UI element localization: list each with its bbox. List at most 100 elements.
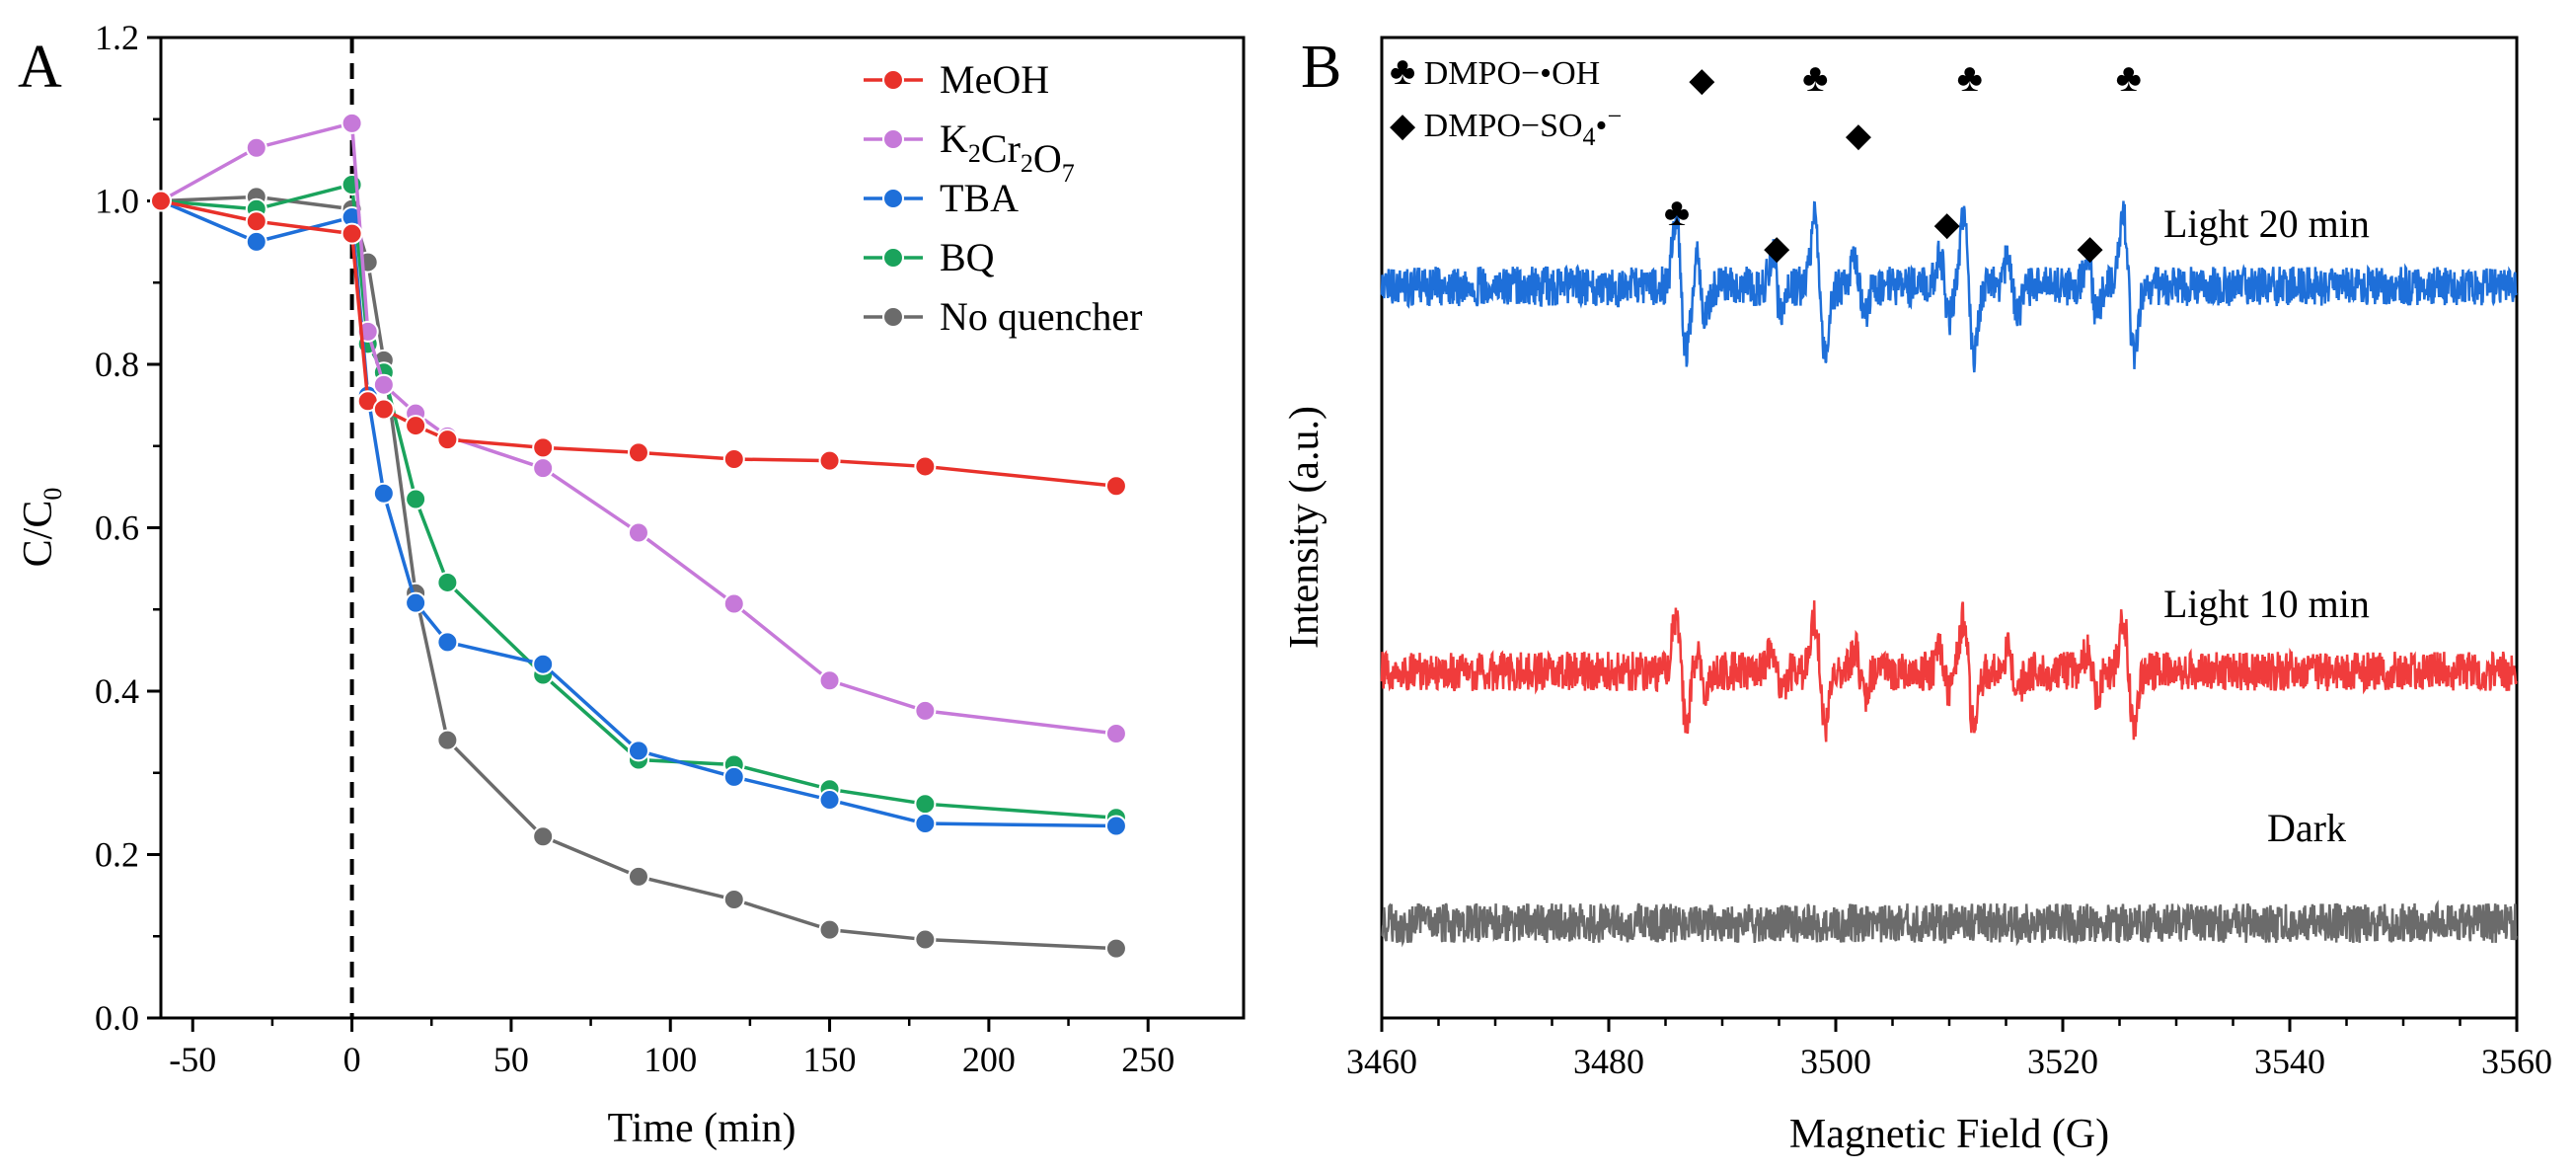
legend-label-part: BQ [940,235,995,279]
data-point-meoh [1104,475,1127,498]
y-tick-label-a: 0.4 [95,671,139,711]
x-tick-label-b: 3560 [2481,1042,2552,1081]
series-group-a [150,38,1127,1018]
legend-label-sub: 7 [1062,159,1075,188]
data-point-meoh [436,429,459,451]
x-tick-label-b: 3520 [2027,1042,2098,1081]
legend-label-part: MeOH [940,57,1049,102]
legend-label: MeOH [940,57,1049,102]
axis-ticks-a: -50 0 50 100 150 200 250 0.0 0.2 0.4 0.6 0.8 1.0 1.2 [95,18,1174,1079]
y-tick-label-a: 0.8 [95,345,139,384]
x-tick-label-b: 3480 [1573,1042,1644,1081]
epr-trace-light-10-min [1380,600,2518,742]
y-title-sub: 0 [38,488,67,501]
data-point-k2cr2o7 [722,592,745,615]
chart-panel-a: A -50 0 50 100 150 200 250 0.0 0.2 0.4 0.6 0.8 1.0 1.… [16,18,1246,1151]
club-marker-icon: ♣ [1957,55,1983,100]
trace-label-dark: Dark [2267,806,2346,850]
x-tick-label-b: 3460 [1346,1042,1417,1081]
data-point-tba [436,631,459,654]
panel-b-letter: B [1301,34,1341,101]
legend-b: ♣ DMPO−•OH ◆ DMPO−SO4•− [1390,48,1622,151]
data-point-tba [627,740,649,762]
diamond-marker-icon: ◆ [1934,206,1961,243]
x-tick-label-a: 200 [962,1040,1016,1079]
data-point-tba [372,482,395,505]
data-point-k2cr2o7 [372,373,395,396]
legend-so4-entry: ◆ DMPO−SO4•− [1390,102,1622,151]
diamond-marker-icon: ◆ [1689,62,1715,99]
data-point-meoh [914,455,937,478]
legend-so4-label: DMPO−SO [1415,108,1582,144]
y-axis-title-a: C/C0 [16,488,67,568]
data-point-bq [405,488,427,510]
data-point-tba [532,653,555,675]
legend-so4-dot: • [1596,108,1608,144]
data-point-k2cr2o7 [1104,723,1127,745]
trace-label-light10: Light 10 min [2163,582,2370,626]
legend-oh-label: DMPO−•OH [1415,55,1600,92]
y-tick-label-a: 0.0 [95,998,139,1038]
data-point-no-quencher [914,928,937,951]
data-point-k2cr2o7 [818,669,841,692]
legend-label-part: O [1033,136,1062,181]
diamond-icon: ◆ [1390,108,1416,144]
x-tick-label-b: 3540 [2254,1042,2325,1081]
x-axis-title-a: Time (min) [608,1106,796,1151]
legend-marker [882,188,904,209]
data-point-no-quencher [627,865,649,888]
plot-frame-a [159,36,1246,1020]
data-point-tba [914,813,937,835]
data-point-no-quencher [532,825,555,848]
data-point-k2cr2o7 [532,457,555,480]
data-point-k2cr2o7 [627,521,649,544]
y-axis-title-b: Intensity (a.u.) [1282,406,1327,649]
y-tick-label-a: 1.0 [95,182,139,221]
series-group-b [1380,200,2518,948]
legend-label-part: Cr [981,126,1021,171]
legend-marker [882,69,904,91]
data-point-meoh [532,436,555,459]
x-tick-label-a: 150 [803,1040,857,1079]
legend-so4-sup: − [1607,102,1622,130]
legend-label-part: TBA [940,176,1019,220]
legend-oh-entry: ♣ DMPO−•OH [1390,48,1600,93]
legend-marker [882,128,904,150]
legend-label: TBA [940,176,1019,220]
data-point-meoh [150,190,172,212]
series-line-bq [160,182,1117,820]
trace-label-light20: Light 20 min [2163,201,2370,246]
epr-trace-dark [1381,899,2518,948]
data-point-tba [818,789,841,812]
peak-markers-b: ♣ ◆ ◆ ♣ ◆ ◆ ♣ ◆ ♣ [1664,55,2142,267]
data-point-bq [436,571,459,593]
diamond-marker-icon: ◆ [2078,230,2104,267]
legend-label-sub: 2 [968,139,981,168]
legend-label: K2Cr2O7 [940,117,1075,188]
data-point-k2cr2o7 [245,136,267,159]
data-point-meoh [245,210,267,233]
legend-marker [882,306,904,328]
y-tick-label-a: 0.2 [95,835,139,875]
data-point-k2cr2o7 [914,699,937,722]
data-point-meoh [627,441,649,464]
club-icon: ♣ [1390,48,1415,93]
x-tick-label-a: -50 [169,1040,216,1079]
axis-ticks-b: 3460 3480 3500 3520 3540 3560 [1346,1018,2552,1081]
x-tick-label-a: 100 [644,1040,697,1079]
y-tick-label-a: 0.6 [95,508,139,548]
x-tick-label-b: 3500 [1800,1042,1871,1081]
data-point-tba [1104,815,1127,837]
legend-marker [882,247,904,269]
legend-label-part: K [940,117,968,161]
diamond-marker-icon: ◆ [1846,117,1872,154]
x-axis-title-b: Magnetic Field (G) [1789,1112,2109,1157]
data-point-bq [914,793,937,816]
y-tick-label-a: 1.2 [95,18,139,57]
data-point-meoh [341,222,363,245]
data-point-meoh [372,398,395,421]
data-point-tba [405,591,427,614]
club-marker-icon: ♣ [1664,190,1690,234]
epr-trace-light-20-min [1380,200,2518,373]
